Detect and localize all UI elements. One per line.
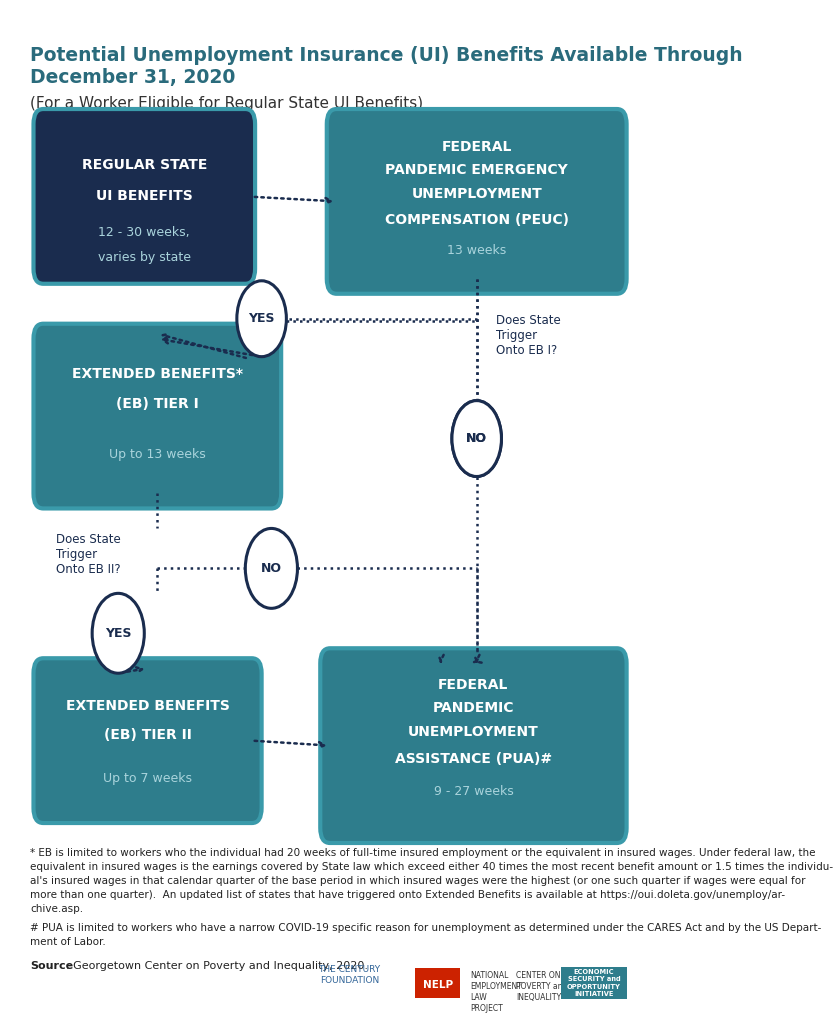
Circle shape [452, 400, 502, 476]
Text: CENTER ON
POVERTY and
INEQUALITY: CENTER ON POVERTY and INEQUALITY [516, 971, 567, 1002]
Text: Does State
Trigger
Onto EB II?: Does State Trigger Onto EB II? [56, 534, 121, 577]
Text: FEDERAL: FEDERAL [438, 678, 508, 691]
Text: THE CENTURY
FOUNDATION: THE CENTURY FOUNDATION [319, 965, 381, 985]
Text: (EB) TIER I: (EB) TIER I [116, 396, 199, 411]
FancyBboxPatch shape [34, 658, 262, 823]
Text: Potential Unemployment Insurance (UI) Benefits Available Through
December 31, 20: Potential Unemployment Insurance (UI) Be… [30, 46, 743, 87]
Text: varies by state: varies by state [98, 251, 190, 264]
Text: 13 weeks: 13 weeks [447, 245, 506, 257]
FancyBboxPatch shape [34, 109, 255, 284]
Text: REGULAR STATE: REGULAR STATE [81, 158, 207, 172]
Text: : Georgetown Center on Poverty and Inequality, 2020.: : Georgetown Center on Poverty and Inequ… [66, 961, 368, 971]
Circle shape [237, 281, 286, 356]
Text: # PUA is limited to workers who have a narrow COVID-19 specific reason for unemp: # PUA is limited to workers who have a n… [30, 923, 821, 947]
Text: YES: YES [105, 627, 132, 640]
Text: UI BENEFITS: UI BENEFITS [96, 189, 193, 204]
Text: Does State
Trigger
Onto EB I?: Does State Trigger Onto EB I? [496, 313, 561, 356]
FancyBboxPatch shape [320, 648, 627, 843]
Text: Source: Source [30, 961, 73, 971]
Text: 12 - 30 weeks,: 12 - 30 weeks, [98, 226, 190, 239]
FancyBboxPatch shape [414, 968, 461, 997]
Text: EXTENDED BENEFITS: EXTENDED BENEFITS [65, 698, 230, 713]
Text: YES: YES [248, 312, 275, 326]
Text: (EB) TIER II: (EB) TIER II [103, 728, 191, 742]
Text: NO: NO [261, 562, 282, 574]
Text: PANDEMIC: PANDEMIC [433, 700, 514, 715]
FancyBboxPatch shape [561, 967, 627, 998]
Text: UNEMPLOYMENT: UNEMPLOYMENT [411, 186, 542, 201]
Text: 9 - 27 weeks: 9 - 27 weeks [434, 785, 513, 799]
Text: UNEMPLOYMENT: UNEMPLOYMENT [408, 725, 539, 739]
FancyBboxPatch shape [326, 109, 627, 294]
Text: * EB is limited to workers who the individual had 20 weeks of full-time insured : * EB is limited to workers who the indiv… [30, 848, 833, 914]
Text: ASSISTANCE (PUA)#: ASSISTANCE (PUA)# [395, 752, 552, 766]
Text: FEDERAL: FEDERAL [441, 140, 512, 155]
Circle shape [92, 593, 144, 673]
Text: EXTENDED BENEFITS*: EXTENDED BENEFITS* [72, 368, 242, 381]
Text: Up to 7 weeks: Up to 7 weeks [103, 772, 192, 784]
Text: NELP: NELP [423, 980, 453, 990]
Text: COMPENSATION (PEUC): COMPENSATION (PEUC) [385, 213, 569, 227]
Circle shape [452, 400, 502, 476]
Circle shape [245, 528, 298, 608]
Text: (For a Worker Eligible for Regular State UI Benefits): (For a Worker Eligible for Regular State… [30, 96, 424, 111]
Text: Up to 13 weeks: Up to 13 weeks [109, 449, 206, 461]
Text: NATIONAL
EMPLOYMENT
LAW
PROJECT: NATIONAL EMPLOYMENT LAW PROJECT [470, 971, 522, 1013]
Text: NO: NO [466, 432, 487, 445]
Text: PANDEMIC EMERGENCY: PANDEMIC EMERGENCY [385, 164, 568, 177]
Text: ECONOMIC
SECURITY and
OPPORTUNITY
INITIATIVE: ECONOMIC SECURITY and OPPORTUNITY INITIA… [567, 969, 621, 997]
Text: NO: NO [466, 432, 487, 445]
FancyBboxPatch shape [34, 324, 281, 509]
